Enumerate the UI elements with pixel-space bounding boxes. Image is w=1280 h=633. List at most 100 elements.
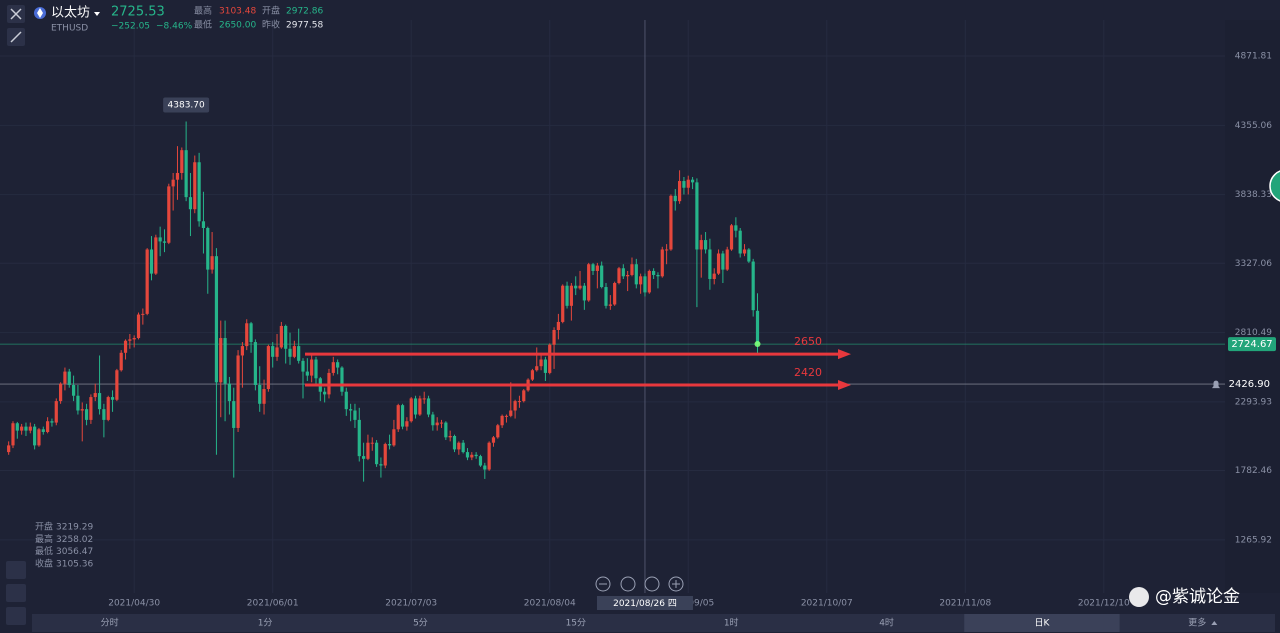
candle-body <box>716 253 721 274</box>
candle-body <box>509 410 513 416</box>
candle-body <box>703 240 708 250</box>
candle-body <box>80 409 84 411</box>
tab[interactable]: 更多 <box>1188 617 1206 629</box>
tab-selected-bg <box>964 614 1120 632</box>
candle-body <box>426 398 431 415</box>
candle-body <box>556 321 560 330</box>
candle-body <box>751 261 755 311</box>
candle-body <box>552 329 556 345</box>
candle-body <box>93 393 97 398</box>
change-pct: −8.46% <box>156 22 193 32</box>
x-tick-label: 2021/10/07 <box>801 599 853 609</box>
candle-body <box>474 454 478 457</box>
zoom-in[interactable] <box>668 576 684 592</box>
candle-body <box>236 355 240 428</box>
scroll-start[interactable] <box>620 576 636 592</box>
candle-body <box>219 338 223 383</box>
candle-body <box>24 426 28 431</box>
candle-body <box>747 249 751 262</box>
stat-value: 2972.86 <box>286 7 323 17</box>
indicator-button[interactable] <box>6 561 26 579</box>
plot: 4871.81 4355.06 3838.33 3327.06 2810.49 2293.… <box>0 20 1276 610</box>
scroll-end[interactable] <box>644 576 660 592</box>
candle-body <box>383 444 387 466</box>
x-tick-label: 2021/08/04 <box>524 599 576 609</box>
tab[interactable]: 4时 <box>879 617 894 629</box>
peak-label: 4383.70 <box>168 100 205 110</box>
candle-body <box>712 273 716 279</box>
candle-body <box>530 370 535 380</box>
candle-body <box>336 362 340 368</box>
candle-body <box>444 422 448 438</box>
candle-body <box>595 265 599 271</box>
x-tick-label: 2021/07/03 <box>385 599 437 609</box>
eth-glyph <box>37 8 43 18</box>
candle-body <box>288 348 292 357</box>
tab-bar: 分时 1分 5分 15分 1时 4时 日K 更多 <box>32 614 1275 632</box>
candle-body <box>470 454 474 458</box>
candle-body <box>115 370 119 400</box>
tab[interactable]: 1分 <box>258 618 273 629</box>
draw-button[interactable] <box>6 584 26 602</box>
tab[interactable]: 15分 <box>566 618 586 629</box>
readout-value: 3105.36 <box>56 559 93 569</box>
candle-body <box>340 367 344 392</box>
tab[interactable]: 1时 <box>724 617 739 629</box>
candle-body <box>405 421 409 427</box>
candle-body <box>310 359 314 376</box>
compare-button[interactable] <box>6 607 26 625</box>
candle-body <box>366 442 370 459</box>
zoom-out[interactable] <box>595 576 611 592</box>
close-icon <box>10 8 22 20</box>
candle-body <box>145 249 149 314</box>
candle-body <box>413 398 418 415</box>
peak-box <box>163 97 210 113</box>
candle-body <box>591 264 595 271</box>
candle-body <box>626 274 630 277</box>
y-tick-label: 4871.81 <box>1235 51 1272 61</box>
candle-body <box>738 230 742 254</box>
candle-body <box>188 197 193 210</box>
candle-body <box>258 385 262 404</box>
tab[interactable]: 日K <box>1034 618 1050 629</box>
readout-name: 最低 <box>35 545 53 557</box>
candle-body <box>331 362 335 373</box>
candle-body <box>279 325 283 348</box>
candle-body <box>686 179 690 188</box>
change: −252.05 <box>111 22 150 32</box>
more-caret <box>1211 621 1218 625</box>
candle-body <box>63 371 67 384</box>
candle-body <box>349 409 353 411</box>
candle-body <box>379 464 383 466</box>
candle-body <box>708 249 712 279</box>
x-tick-label: 2021/04/30 <box>108 599 160 609</box>
readout-name: 收盘 <box>35 557 53 569</box>
candle-body <box>630 264 634 275</box>
crosshair-date-bg <box>596 596 693 610</box>
watermark-logo <box>1129 587 1149 607</box>
candle-body <box>149 249 154 274</box>
tab[interactable]: 5分 <box>413 618 428 629</box>
asset-name[interactable]: 以太坊 <box>51 6 90 21</box>
stat-name: 昨收 <box>262 19 280 31</box>
candle-body <box>582 285 586 301</box>
price-tag: 2426.90 <box>1229 379 1270 390</box>
side-badge[interactable] <box>1269 170 1280 202</box>
candle-body <box>193 162 197 210</box>
candle-body <box>400 405 405 427</box>
candle-body <box>106 397 110 420</box>
symbol: ETHUSD <box>51 24 88 34</box>
candle-body <box>491 437 496 443</box>
stat-name: 最高 <box>194 5 212 17</box>
candle-body <box>465 452 470 458</box>
y-tick-label: 3838.33 <box>1235 190 1272 200</box>
candle-body <box>387 444 392 446</box>
candle-body <box>418 398 422 415</box>
candle-body <box>665 249 669 251</box>
tab[interactable]: 分时 <box>101 617 119 629</box>
candle-body <box>136 314 141 339</box>
candle-body <box>214 256 219 383</box>
candle-body <box>677 181 682 202</box>
candle-body <box>158 237 162 242</box>
price-axis-bg <box>1225 20 1280 593</box>
